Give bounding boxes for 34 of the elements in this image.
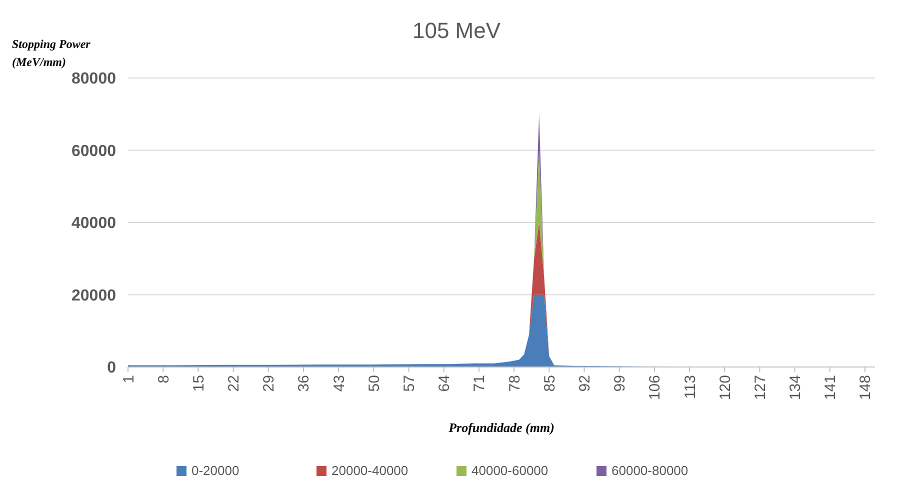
x-tick-label: 71 bbox=[471, 375, 488, 392]
x-tick-label: 8 bbox=[155, 375, 172, 384]
x-tick-label: 141 bbox=[822, 375, 840, 400]
x-tick-label: 85 bbox=[541, 375, 558, 392]
x-tick-label: 127 bbox=[752, 375, 769, 400]
x-tick-label: 106 bbox=[646, 375, 664, 400]
x-tick-label: 36 bbox=[296, 375, 313, 392]
x-tick-label: 134 bbox=[787, 375, 804, 400]
legend-label: 60000-80000 bbox=[612, 463, 688, 478]
y-tick-label: 60000 bbox=[72, 142, 116, 160]
x-tick-label: 64 bbox=[436, 375, 454, 392]
x-tick-label: 15 bbox=[190, 375, 208, 392]
x-tick-label: 99 bbox=[612, 375, 629, 392]
x-axis-title: Profundidade (mm) bbox=[448, 420, 554, 435]
chart-title: 105 MeV bbox=[412, 18, 501, 43]
legend-label: 20000-40000 bbox=[332, 463, 408, 478]
legend-label: 0-20000 bbox=[192, 463, 240, 478]
x-tick-label: 29 bbox=[260, 375, 278, 392]
y-tick-label: 20000 bbox=[72, 287, 116, 304]
x-tick-label: 148 bbox=[857, 375, 874, 400]
y-axis-title: Stopping Power (MeV/mm) bbox=[12, 37, 91, 69]
legend-label: 40000-60000 bbox=[472, 463, 548, 478]
x-tick-label: 57 bbox=[401, 375, 418, 392]
x-tick-label: 78 bbox=[506, 375, 524, 392]
x-tick-label: 1 bbox=[120, 375, 138, 384]
x-tick-label: 50 bbox=[366, 375, 383, 392]
x-tick-label: 22 bbox=[226, 375, 243, 392]
y-tick-label: 0 bbox=[107, 360, 116, 377]
x-tick-label: 120 bbox=[716, 375, 734, 400]
x-tick-label: 113 bbox=[682, 375, 699, 399]
y-tick-label: 80000 bbox=[72, 70, 116, 88]
x-tick-label: 43 bbox=[330, 375, 348, 392]
x-tick-label: 92 bbox=[576, 375, 594, 392]
y-tick-label: 40000 bbox=[72, 215, 116, 232]
